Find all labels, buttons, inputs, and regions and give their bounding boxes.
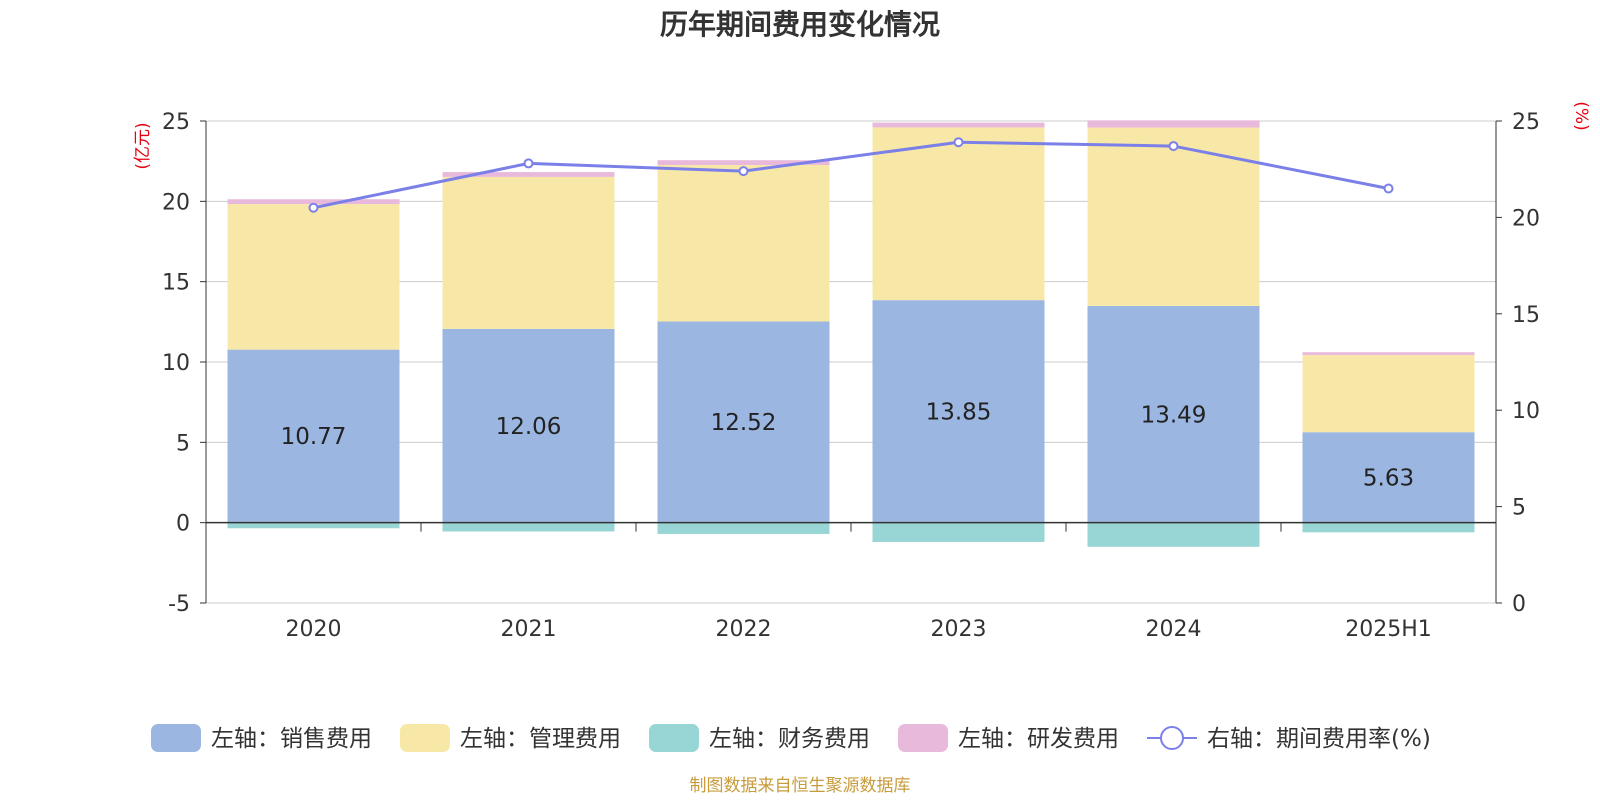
left-axis-tick-label: 0 [176,512,190,537]
bar-segment [227,204,400,350]
bar-segment [1087,127,1260,306]
rate-series-line [313,140,1389,210]
bar-segment [227,349,400,523]
left-axis-tick-label: 15 [162,271,190,296]
legend: 左轴：销售费用 左轴：管理费用 左轴：财务费用 左轴：研发费用 右轴：期间费用率(%) [151,724,1431,752]
bar-value-label: 13.49 [1141,402,1207,428]
grid-lines [206,120,1496,604]
legend-swatch [400,724,450,752]
bar-segment [872,522,1045,542]
rate-point [1383,183,1394,194]
legend-item[interactable]: 左轴：管理费用 [400,724,621,752]
left-axis-tick-label: 20 [162,190,190,215]
x-axis-category-label: 2023 [931,617,987,642]
legend-label: 左轴：财务费用 [709,726,870,752]
bar-segment [1087,305,1260,523]
rate-point [523,158,534,169]
left-axis-tick-label: -5 [168,592,190,617]
rate-point [953,137,964,148]
right-axis-tick-label: 10 [1512,399,1540,424]
right-axis-tick-label: 15 [1512,303,1540,328]
right-axis-tick-label: 25 [1512,110,1540,135]
bar-value-label: 10.77 [281,424,347,450]
legend-label: 右轴：期间费用率(%) [1207,726,1431,752]
bar-segment [1302,352,1475,356]
x-axis-category-label: 2024 [1146,617,1202,642]
bar-segment [1302,432,1475,523]
source-note: 制图数据来自恒生聚源数据库 [690,776,911,796]
bar-segment [1087,120,1260,128]
bar-segment [442,328,615,523]
bar-value-label: 13.85 [926,399,992,425]
bar-segment [442,172,615,177]
legend-item[interactable]: 左轴：销售费用 [151,724,372,752]
bar-value-label: 12.06 [496,414,562,440]
bar-segment [872,127,1045,301]
bar-segment [227,199,400,205]
legend-item[interactable]: 右轴：期间费用率(%) [1147,726,1431,752]
left-axis-tick-label: 25 [162,110,190,135]
right-axis-tick-label: 20 [1512,206,1540,231]
chart-title: 历年期间费用变化情况 [660,8,940,41]
bar-segment [657,160,830,166]
data-labels: 10.77 12.06 12.52 13.85 13.49 5.63 [281,399,1415,491]
axes: 25 20 15 10 5 0 -5 25 20 15 10 5 0 2020 2021 2022 2023 20… [162,110,1540,642]
legend-swatch [151,724,201,752]
legend-swatch [649,724,699,752]
bar-value-label: 12.52 [711,410,777,436]
x-axis-category-label: 2022 [716,617,772,642]
left-axis-tick-label: 5 [176,431,190,456]
bar-segment [1302,522,1475,533]
bar-segment [1302,355,1475,433]
x-axis-category-label: 2020 [286,617,342,642]
left-axis-unit: (亿元) [133,122,153,169]
right-axis-unit: (%) [1571,101,1591,130]
bars [227,120,1475,547]
bar-segment [657,165,830,322]
bar-segment [872,122,1045,128]
legend-label: 左轴：销售费用 [211,726,372,752]
legend-item[interactable]: 左轴：研发费用 [898,724,1119,752]
right-axis-tick-label: 5 [1512,496,1526,521]
legend-swatch [898,724,948,752]
x-axis-category-label: 2025H1 [1345,617,1432,642]
bar-segment [872,300,1045,523]
right-axis-tick-label: 0 [1512,592,1526,617]
bar-segment [1087,522,1260,547]
legend-item[interactable]: 左轴：财务费用 [649,724,870,752]
rate-point [738,166,749,177]
rate-point [308,202,319,213]
bar-segment [657,522,830,534]
bar-segment [657,321,830,523]
legend-circle-marker [1160,726,1184,750]
rate-line [308,137,1394,213]
bar-segment [442,522,615,532]
bar-segment [227,522,400,529]
bar-value-label: 5.63 [1363,465,1414,491]
x-axis-category-label: 2021 [501,617,557,642]
rate-point [1168,141,1179,152]
legend-label: 左轴：管理费用 [460,726,621,752]
bar-segment [442,176,615,329]
left-axis-tick-label: 10 [162,351,190,376]
legend-label: 左轴：研发费用 [958,726,1119,752]
